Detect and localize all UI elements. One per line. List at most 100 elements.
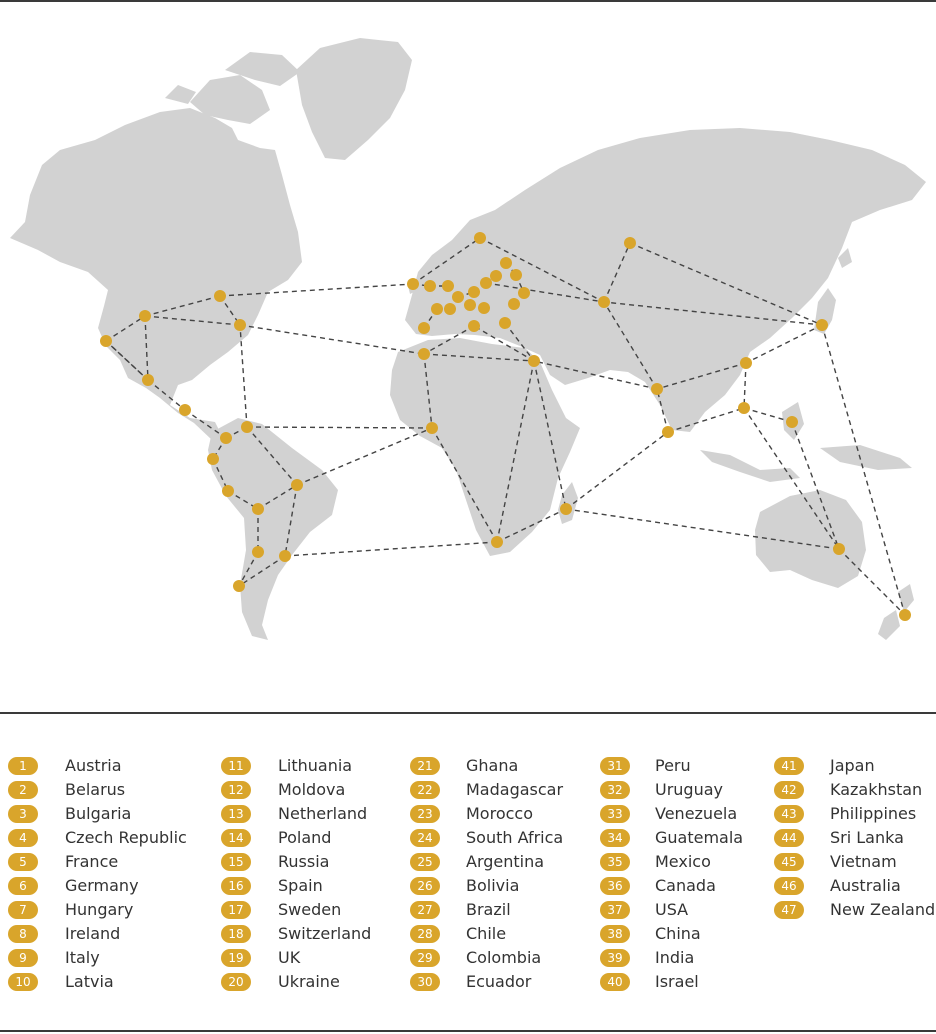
country-name: Russia [278,852,330,871]
country-number-badge: 30 [410,973,440,991]
route-line [431,427,498,543]
country-name: Italy [65,948,100,967]
country-name: China [655,924,701,943]
country-node [560,503,572,515]
country-node [241,421,253,433]
country-number-badge: 4 [8,829,38,847]
country-node [833,543,845,555]
country-name: Peru [655,756,691,775]
country-number-badge: 17 [221,901,251,919]
route-line [473,325,535,362]
country-name: Mexico [655,852,711,871]
country-node [510,269,522,281]
country-node [491,536,503,548]
country-number-badge: 12 [221,781,251,799]
new-zealand-land [878,584,914,640]
southeast-asia-islands-land [700,402,912,482]
country-node [407,278,419,290]
route-line [667,407,745,433]
country-node [279,550,291,562]
country-name: Israel [655,972,699,991]
country-node [480,277,492,289]
country-name: Czech Republic [65,828,187,847]
country-node [418,322,430,334]
country-node [651,383,663,395]
eurasia-land [405,128,926,432]
route-line [743,362,747,409]
route-line [496,360,535,543]
country-number-badge: 35 [600,853,630,871]
country-name: USA [655,900,689,919]
route-line [423,353,535,362]
country-node [291,479,303,491]
country-node [490,270,502,282]
country-node [431,303,443,315]
country-number-badge: 18 [221,925,251,943]
country-number-badge: 36 [600,877,630,895]
country-number-badge: 39 [600,949,630,967]
route-line [565,431,669,510]
country-number-badge: 29 [410,949,440,967]
country-number-badge: 44 [774,829,804,847]
route-line [838,548,906,616]
country-number-badge: 41 [774,757,804,775]
country-name: Ecuador [466,972,532,991]
country-name: Sweden [278,900,342,919]
country-node [252,546,264,558]
route-line [656,388,669,433]
route-line [485,282,605,303]
country-name: Japan [830,756,875,775]
route-line [629,242,823,326]
country-name: Vietnam [830,852,897,871]
route-line [423,353,433,429]
country-number-badge: 25 [410,853,440,871]
route-line [603,242,631,303]
route-line [284,484,298,557]
country-node [500,257,512,269]
country-number-badge: 27 [410,901,440,919]
country-node [738,402,750,414]
country-node [233,580,245,592]
route-line [656,362,747,390]
south-america-land [208,418,338,640]
greenland-land [296,38,412,160]
country-name: Latvia [65,972,114,991]
country-number-badge: 34 [600,829,630,847]
country-name: Uruguay [655,780,723,799]
country-number-badge: 42 [774,781,804,799]
country-name: Poland [278,828,332,847]
country-number-badge: 2 [8,781,38,799]
country-node [478,302,490,314]
country-node [468,286,480,298]
country-node [100,335,112,347]
country-number-badge: 46 [774,877,804,895]
route-line [791,421,840,550]
country-number-badge: 7 [8,901,38,919]
country-node [786,416,798,428]
route-line [603,301,823,326]
route-line [533,360,567,510]
country-name: Madagascar [466,780,564,799]
country-number-badge: 6 [8,877,38,895]
country-number-badge: 14 [221,829,251,847]
country-number-badge: 43 [774,805,804,823]
country-name: India [655,948,695,967]
country-number-badge: 8 [8,925,38,943]
world-map [10,38,926,640]
country-number-badge: 1 [8,757,38,775]
country-node [624,237,636,249]
country-name: Hungary [65,900,134,919]
route-line [144,315,149,381]
africa-land [390,338,580,556]
country-name: Austria [65,756,122,775]
country-number-badge: 28 [410,925,440,943]
country-name: UK [278,948,301,967]
country-number-badge: 40 [600,973,630,991]
country-name: Kazakhstan [830,780,923,799]
country-node [442,280,454,292]
country-number-badge: 38 [600,925,630,943]
country-name: Morocco [466,804,533,823]
country-number-badge: 37 [600,901,630,919]
country-name: Switzerland [278,924,372,943]
country-nodes [100,232,911,621]
